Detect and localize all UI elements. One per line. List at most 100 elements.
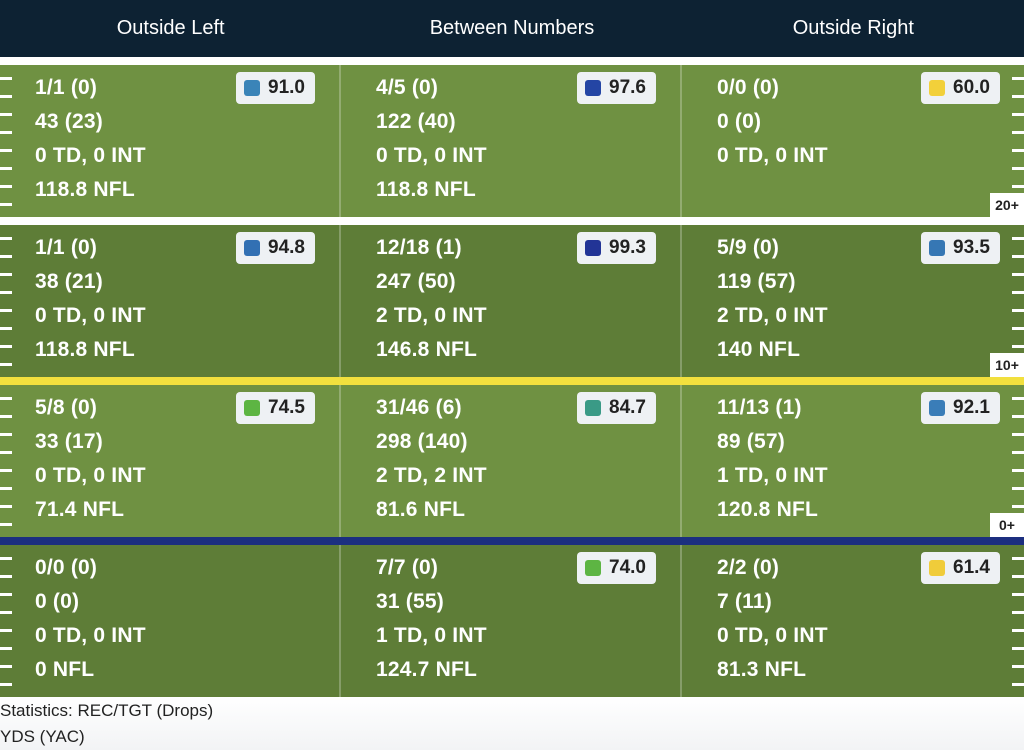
catch-stat: 2/2 (0)	[717, 556, 780, 579]
yards-stat: 122 (40)	[376, 110, 456, 133]
hash-mark	[0, 487, 12, 490]
hash-mark	[1012, 185, 1024, 188]
grade-badge: 99.3	[577, 232, 656, 264]
hash-mark	[1012, 683, 1024, 686]
hash-mark	[1012, 237, 1024, 240]
zone-cell-outside-right[interactable]: 5/9 (0) 119 (57) 2 TD, 0 INT 140 NFL 93.5	[682, 225, 1024, 377]
hash-mark	[1012, 397, 1024, 400]
catch-stat: 1/1 (0)	[35, 236, 98, 259]
grade-badge: 61.4	[921, 552, 1000, 584]
yard-line	[0, 537, 1024, 545]
yards-stat: 89 (57)	[717, 430, 785, 453]
td-int-stat: 2 TD, 2 INT	[376, 464, 487, 487]
grade-color-swatch	[929, 240, 945, 256]
grade-color-swatch	[585, 400, 601, 416]
hash-mark	[1012, 167, 1024, 170]
zone-cell-between-numbers[interactable]: 7/7 (0) 31 (55) 1 TD, 0 INT 124.7 NFL 74.0	[341, 545, 682, 697]
zone-cell-outside-right[interactable]: 2/2 (0) 7 (11) 0 TD, 0 INT 81.3 NFL 61.4	[682, 545, 1024, 697]
zone-cell-outside-left[interactable]: 1/1 (0) 43 (23) 0 TD, 0 INT 118.8 NFL 91.0	[0, 65, 341, 217]
grade-value: 97.6	[609, 77, 646, 98]
grade-badge: 94.8	[236, 232, 315, 264]
grade-value: 99.3	[609, 237, 646, 258]
nfl-rating-stat: 120.8 NFL	[717, 498, 819, 521]
catch-stat: 5/9 (0)	[717, 236, 780, 259]
td-int-stat: 0 TD, 0 INT	[35, 304, 146, 327]
zone-cell-between-numbers[interactable]: 12/18 (1) 247 (50) 2 TD, 0 INT 146.8 NFL 99.…	[341, 225, 682, 377]
grade-badge: 93.5	[921, 232, 1000, 264]
legend-line-2: YDS (YAC)	[0, 727, 85, 746]
nfl-rating-stat: 81.6 NFL	[376, 498, 466, 521]
grade-value: 91.0	[268, 77, 305, 98]
hash-mark	[1012, 327, 1024, 330]
hash-mark	[0, 273, 12, 276]
nfl-rating-stat: 81.3 NFL	[717, 658, 807, 681]
grade-color-swatch	[929, 400, 945, 416]
catch-stat: 0/0 (0)	[717, 76, 780, 99]
field-row: 1/1 (0) 43 (23) 0 TD, 0 INT 118.8 NFL 91.0 4/…	[0, 65, 1024, 217]
hash-mark	[1012, 611, 1024, 614]
hash-mark	[1012, 291, 1024, 294]
grade-color-swatch	[244, 400, 260, 416]
hash-mark	[0, 255, 12, 258]
hash-mark	[0, 415, 12, 418]
catch-stat: 12/18 (1)	[376, 236, 462, 259]
zone-cell-outside-right[interactable]: 11/13 (1) 89 (57) 1 TD, 0 INT 120.8 NFL 92.1	[682, 385, 1024, 537]
catch-stat: 1/1 (0)	[35, 76, 98, 99]
hash-mark	[1012, 557, 1024, 560]
hash-mark	[0, 575, 12, 578]
hash-mark	[1012, 647, 1024, 650]
zone-cell-outside-left[interactable]: 5/8 (0) 33 (17) 0 TD, 0 INT 71.4 NFL 74.5	[0, 385, 341, 537]
zone-cell-outside-left[interactable]: 1/1 (0) 38 (21) 0 TD, 0 INT 118.8 NFL 94.8	[0, 225, 341, 377]
zone-cell-between-numbers[interactable]: 4/5 (0) 122 (40) 0 TD, 0 INT 118.8 NFL 97.6	[341, 65, 682, 217]
hash-mark	[1012, 469, 1024, 472]
zone-cell-outside-left[interactable]: 0/0 (0) 0 (0) 0 TD, 0 INT 0 NFL	[0, 545, 341, 697]
column-header-between-numbers: Between Numbers	[429, 17, 595, 39]
zone-cell-between-numbers[interactable]: 31/46 (6) 298 (140) 2 TD, 2 INT 81.6 NFL 84.…	[341, 385, 682, 537]
catch-stat: 4/5 (0)	[376, 76, 439, 99]
grade-value: 61.4	[953, 557, 990, 578]
hash-mark	[1012, 273, 1024, 276]
hash-mark	[0, 237, 12, 240]
hash-mark	[1012, 433, 1024, 436]
grade-color-swatch	[244, 80, 260, 96]
hash-mark	[1012, 629, 1024, 632]
field-row: 1/1 (0) 38 (21) 0 TD, 0 INT 118.8 NFL 94.8 12…	[0, 225, 1024, 377]
hash-mark	[0, 203, 12, 206]
nfl-rating-stat: 118.8 NFL	[35, 338, 135, 361]
hash-mark	[1012, 451, 1024, 454]
hash-mark	[0, 469, 12, 472]
nfl-rating-stat: 71.4 NFL	[35, 498, 125, 521]
hash-mark	[1012, 345, 1024, 348]
yards-stat: 43 (23)	[35, 110, 103, 133]
hash-mark	[0, 683, 12, 686]
yard-line	[0, 57, 1024, 65]
hash-mark	[0, 451, 12, 454]
hash-mark	[1012, 95, 1024, 98]
hash-mark	[1012, 593, 1024, 596]
grade-value: 74.0	[609, 557, 646, 578]
yards-stat: 298 (140)	[376, 430, 468, 453]
hash-mark	[1012, 505, 1024, 508]
td-int-stat: 2 TD, 0 INT	[717, 304, 828, 327]
hash-mark	[0, 433, 12, 436]
td-int-stat: 0 TD, 0 INT	[376, 144, 487, 167]
hash-mark	[1012, 415, 1024, 418]
legend-line-1: Statistics: REC/TGT (Drops)	[0, 701, 214, 720]
hash-mark	[0, 113, 12, 116]
yards-stat: 7 (11)	[717, 590, 772, 613]
yards-stat: 0 (0)	[717, 110, 762, 133]
zone-cell-outside-right[interactable]: 0/0 (0) 0 (0) 0 TD, 0 INT 60.0	[682, 65, 1024, 217]
yard-marker: 20+	[990, 193, 1024, 217]
td-int-stat: 1 TD, 0 INT	[376, 624, 487, 647]
hash-mark	[0, 523, 12, 526]
grade-color-swatch	[585, 80, 601, 96]
grade-badge: 91.0	[236, 72, 315, 104]
field-grid: 1/1 (0) 43 (23) 0 TD, 0 INT 118.8 NFL 91.0 4/…	[0, 57, 1024, 697]
hash-mark	[0, 593, 12, 596]
yards-stat: 38 (21)	[35, 270, 103, 293]
nfl-rating-stat: 146.8 NFL	[376, 338, 478, 361]
yard-line	[0, 217, 1024, 225]
grade-color-swatch	[244, 240, 260, 256]
hash-mark	[0, 291, 12, 294]
legend-area	[0, 697, 1024, 750]
